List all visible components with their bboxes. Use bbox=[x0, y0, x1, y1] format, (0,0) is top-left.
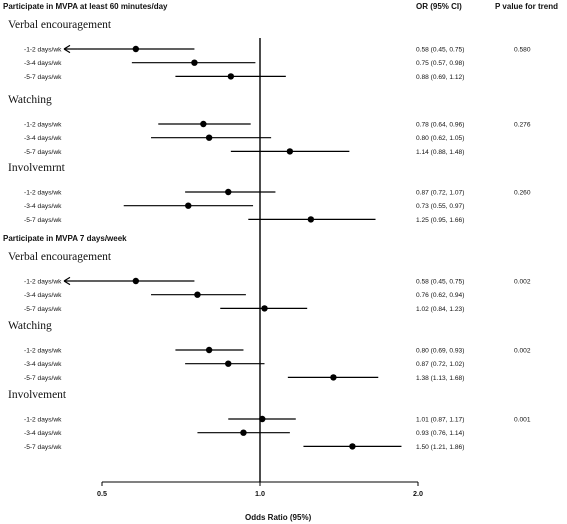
p-value-1-2: 0.001 bbox=[514, 417, 531, 424]
group-title-0-1: Watching bbox=[8, 94, 52, 106]
or-value-0-1-1: 0.80 (0.62, 1.05) bbox=[416, 135, 464, 142]
or-value-0-2-2: 1.25 (0.95, 1.66) bbox=[416, 217, 464, 224]
row-label-0-0-2: -5-7 days/wk bbox=[24, 74, 62, 81]
group-title-1-0: Verbal encouragement bbox=[8, 251, 112, 263]
or-value-1-2-0: 1.01 (0.87, 1.17) bbox=[416, 417, 464, 424]
x-axis-label: Odds Ratio (95%) bbox=[245, 513, 312, 522]
row-label-1-0-1: -3-4 days/wk bbox=[24, 292, 62, 299]
group-title-0-0: Verbal encouragement bbox=[8, 19, 112, 31]
or-point-1-0-0 bbox=[132, 277, 140, 285]
row-label-1-2-1: -3-4 days/wk bbox=[24, 430, 62, 437]
row-label-0-1-0: -1-2 days/wk bbox=[24, 122, 62, 129]
row-label-0-0-0: -1-2 days/wk bbox=[24, 47, 62, 54]
or-point-0-0-2 bbox=[227, 73, 235, 80]
row-label-0-2-2: -5-7 days/wk bbox=[24, 217, 62, 224]
or-value-0-0-0: 0.58 (0.45, 0.75) bbox=[416, 47, 464, 54]
row-label-0-1-1: -3-4 days/wk bbox=[24, 135, 62, 142]
panel-title-0: Participate in MVPA at least 60 minutes/… bbox=[3, 2, 168, 11]
group-title-0-2: Involvemrnt bbox=[8, 162, 66, 174]
or-value-1-0-2: 1.02 (0.84, 1.23) bbox=[416, 306, 464, 313]
or-point-1-0-2 bbox=[261, 305, 268, 312]
or-point-1-2-1 bbox=[240, 429, 247, 436]
or-value-1-1-0: 0.80 (0.69, 0.93) bbox=[416, 348, 464, 355]
row-label-0-2-0: -1-2 days/wk bbox=[24, 190, 62, 197]
or-point-1-0-1 bbox=[194, 291, 201, 298]
row-label-1-2-2: -5-7 days/wk bbox=[24, 444, 62, 451]
p-value-1-1: 0.002 bbox=[514, 348, 531, 355]
or-value-1-1-1: 0.87 (0.72, 1.02) bbox=[416, 361, 464, 368]
row-label-1-0-2: -5-7 days/wk bbox=[24, 306, 62, 313]
or-point-1-1-1 bbox=[225, 360, 232, 367]
or-value-0-1-0: 0.78 (0.64, 0.96) bbox=[416, 122, 464, 129]
or-point-0-2-2 bbox=[307, 216, 315, 223]
or-value-0-2-1: 0.73 (0.55, 0.97) bbox=[416, 203, 464, 210]
or-value-1-1-2: 1.38 (1.13, 1.68) bbox=[416, 375, 464, 382]
p-value-0-0: 0.580 bbox=[514, 47, 531, 54]
or-value-0-0-2: 0.88 (0.69, 1.12) bbox=[416, 74, 464, 81]
or-value-0-0-1: 0.75 (0.57, 0.98) bbox=[416, 60, 464, 67]
row-label-0-0-1: -3-4 days/wk bbox=[24, 60, 62, 67]
or-value-1-0-1: 0.76 (0.62, 0.94) bbox=[416, 292, 464, 299]
or-value-1-2-2: 1.50 (1.21, 1.86) bbox=[416, 444, 464, 451]
or-point-0-2-0 bbox=[225, 188, 232, 196]
row-label-1-0-0: -1-2 days/wk bbox=[24, 279, 62, 286]
or-point-0-0-1 bbox=[191, 59, 198, 66]
or-value-0-1-2: 1.14 (0.88, 1.48) bbox=[416, 149, 464, 156]
row-label-0-2-1: -3-4 days/wk bbox=[24, 203, 62, 210]
or-point-0-2-1 bbox=[185, 202, 192, 209]
or-value-1-2-1: 0.93 (0.76, 1.14) bbox=[416, 430, 464, 437]
x-tick-label-2: 2.0 bbox=[413, 489, 423, 498]
or-point-0-1-0 bbox=[200, 120, 207, 128]
ci-arrow-1-0-0 bbox=[63, 276, 78, 286]
panel-title-1: Participate in MVPA 7 days/week bbox=[3, 234, 127, 243]
p-value-0-2: 0.260 bbox=[514, 190, 531, 197]
p-value-0-1: 0.276 bbox=[514, 122, 531, 129]
or-value-1-0-0: 0.58 (0.45, 0.75) bbox=[416, 279, 464, 286]
p-column-header: P value for trend bbox=[495, 2, 558, 11]
or-point-0-1-2 bbox=[286, 148, 294, 155]
or-point-1-2-2 bbox=[349, 443, 356, 450]
or-point-1-1-2 bbox=[330, 374, 337, 381]
row-label-1-1-0: -1-2 days/wk bbox=[24, 348, 62, 355]
or-point-0-1-1 bbox=[205, 134, 213, 141]
or-point-1-1-0 bbox=[205, 346, 213, 354]
group-title-1-1: Watching bbox=[8, 320, 52, 332]
or-point-1-2-0 bbox=[259, 415, 266, 423]
row-label-0-1-2: -5-7 days/wk bbox=[24, 149, 62, 156]
row-label-1-1-2: -5-7 days/wk bbox=[24, 375, 62, 382]
or-column-header: OR (95% CI) bbox=[416, 2, 462, 11]
x-tick-label-0: 0.5 bbox=[97, 489, 107, 498]
row-label-1-2-0: -1-2 days/wk bbox=[24, 417, 62, 424]
or-value-0-2-0: 0.87 (0.72, 1.07) bbox=[416, 190, 464, 197]
x-tick-label-1: 1.0 bbox=[255, 489, 265, 498]
ci-arrow-0-0-0 bbox=[63, 44, 78, 54]
row-label-1-1-1: -3-4 days/wk bbox=[24, 361, 62, 368]
p-value-1-0: 0.002 bbox=[514, 279, 531, 286]
or-point-0-0-0 bbox=[132, 45, 140, 53]
group-title-1-2: Involvement bbox=[8, 389, 67, 401]
